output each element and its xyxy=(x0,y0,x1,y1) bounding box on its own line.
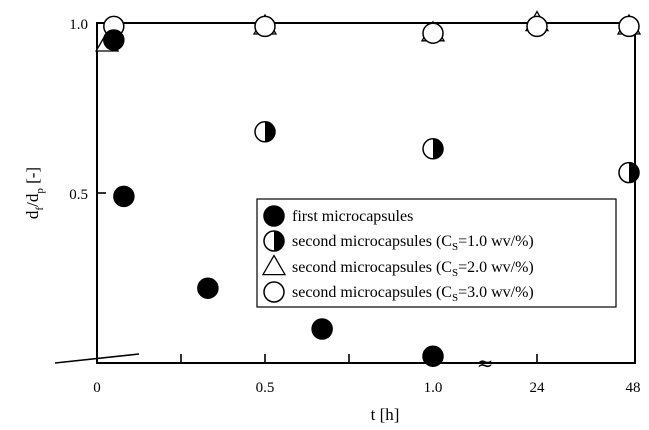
x-tick-label-0: 0 xyxy=(93,380,101,396)
data-point-s0-4 xyxy=(422,345,444,367)
data-point-s1-0 xyxy=(254,121,276,143)
data-point-s0-1 xyxy=(113,185,135,208)
y-axis-title: df/dp [-] xyxy=(23,167,46,219)
legend-label-2: second microcapsules (CS=2.0 wv/%) xyxy=(292,259,534,279)
legend-label-3: second microcapsules (CS=3.0 wv/%) xyxy=(292,284,534,304)
plot-frame xyxy=(96,22,636,364)
y-axis-title-unit: [-] xyxy=(23,167,42,188)
legend-label-3-pre: second microcapsules (C xyxy=(292,284,452,301)
legend-label-2-post: =2.0 wv/%) xyxy=(458,259,534,276)
legend-label-3-post: =3.0 wv/%) xyxy=(458,284,534,301)
data-point-s0-3 xyxy=(311,318,333,340)
legend-label-1: second microcapsules (CS=1.0 wv/%) xyxy=(292,233,534,253)
legend-marker-2 xyxy=(261,254,287,276)
legend-label-1-pre: second microcapsules (C xyxy=(292,233,452,250)
y-axis-title-slash: /d xyxy=(23,193,42,207)
y-tick-label-0: 0.5 xyxy=(69,187,88,203)
legend-label-1-sub: S xyxy=(452,241,458,253)
legend-marker-3 xyxy=(263,281,285,303)
legend-label-2-sub: S xyxy=(452,267,458,279)
y-axis-title-b-sub: p xyxy=(34,188,46,194)
legend-box xyxy=(256,198,617,308)
data-points xyxy=(94,10,642,367)
y-tick-label-1: 1.0 xyxy=(69,17,88,33)
legend-label-1-post: =1.0 wv/%) xyxy=(458,233,534,250)
legend-marker-1 xyxy=(263,230,285,252)
x-axis-title: t [h] xyxy=(371,405,400,424)
legend-label-0: first microcapsules xyxy=(292,208,413,225)
data-point-s3-2 xyxy=(422,22,444,44)
data-point-s3-1 xyxy=(254,15,276,38)
x-tick-label-3: 24 xyxy=(530,380,546,396)
data-point-s3-4 xyxy=(618,15,640,38)
data-point-s0-0 xyxy=(103,29,125,51)
legend-label-2-pre: second microcapsules (C xyxy=(292,259,452,276)
y-axis-title-a-sub: f xyxy=(34,207,46,211)
data-point-s1-1 xyxy=(422,138,444,160)
legend-label-3-sub: S xyxy=(452,292,458,304)
legend: first microcapsules second microcapsules… xyxy=(256,198,617,308)
y-axis-title-a: d xyxy=(23,210,42,219)
x-tick-label-2: 1.0 xyxy=(424,380,443,396)
x-tick-label-4: 48 xyxy=(626,380,641,396)
axis-break-symbol: ≈ xyxy=(477,351,494,375)
data-point-s1-2 xyxy=(618,161,640,184)
x-tick-mark xyxy=(54,353,140,364)
legend-marker-0 xyxy=(263,205,285,227)
x-tick-label-1: 0.5 xyxy=(256,380,275,396)
data-point-s0-2 xyxy=(197,277,219,299)
data-point-s3-3 xyxy=(526,15,548,38)
